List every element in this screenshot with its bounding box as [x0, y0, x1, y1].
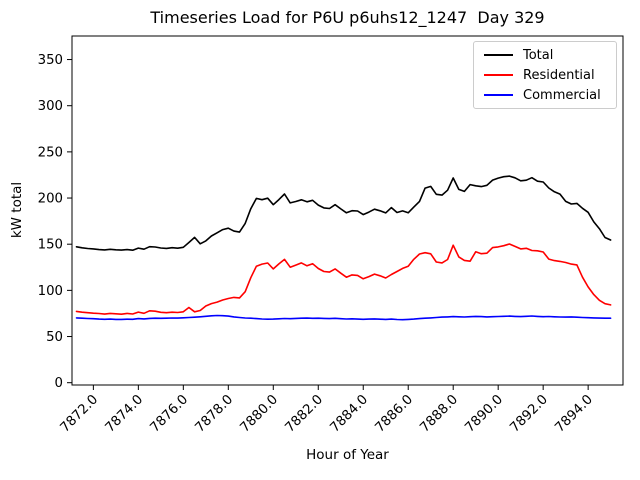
chart-title: Timeseries Load for P6U p6uhs12_1247 Day… — [150, 8, 545, 27]
y-tick-label: 150 — [38, 238, 63, 253]
series-line-commercial — [75, 314, 612, 321]
y-axis-label: kW total — [9, 181, 25, 239]
x-tick-label: 7892.0 — [507, 392, 551, 436]
legend-label-residential: Residential — [523, 67, 595, 83]
x-tick-label: 7872.0 — [58, 392, 102, 436]
series-line-residential — [75, 243, 612, 316]
x-tick-label: 7890.0 — [463, 392, 507, 436]
x-tick-label: 7880.0 — [238, 392, 282, 436]
y-tick-label: 50 — [46, 330, 63, 345]
y-tick-label: 100 — [38, 284, 63, 299]
legend-line-sample-commercial — [484, 94, 513, 96]
plot-border — [71, 35, 624, 386]
y-tick-label: 350 — [38, 53, 63, 68]
x-tick-label: 7884.0 — [328, 392, 372, 436]
legend-label-commercial: Commercial — [523, 87, 601, 103]
x-tick-label: 7882.0 — [283, 392, 327, 436]
x-tick-label: 7878.0 — [193, 392, 237, 436]
x-tick-label: 7876.0 — [148, 392, 192, 436]
legend-entry-total: Total — [474, 48, 616, 63]
legend: Total Residential Commercial — [473, 41, 617, 109]
y-tick-label: 200 — [38, 192, 63, 207]
y-tick-label: 0 — [55, 376, 63, 391]
series-line-total — [75, 175, 612, 251]
x-tick-label: 7874.0 — [103, 392, 147, 436]
x-axis-label: Hour of Year — [306, 447, 389, 463]
legend-entry-commercial: Commercial — [474, 88, 616, 103]
legend-entry-residential: Residential — [474, 68, 616, 83]
legend-line-sample-total — [484, 54, 513, 56]
x-tick-label: 7888.0 — [418, 392, 462, 436]
y-tick-label: 300 — [38, 99, 63, 114]
y-tick-label: 250 — [38, 145, 63, 160]
x-tick-label: 7886.0 — [373, 392, 417, 436]
legend-label-total: Total — [523, 47, 554, 63]
legend-line-sample-residential — [484, 74, 513, 76]
x-tick-label: 7894.0 — [552, 392, 596, 436]
